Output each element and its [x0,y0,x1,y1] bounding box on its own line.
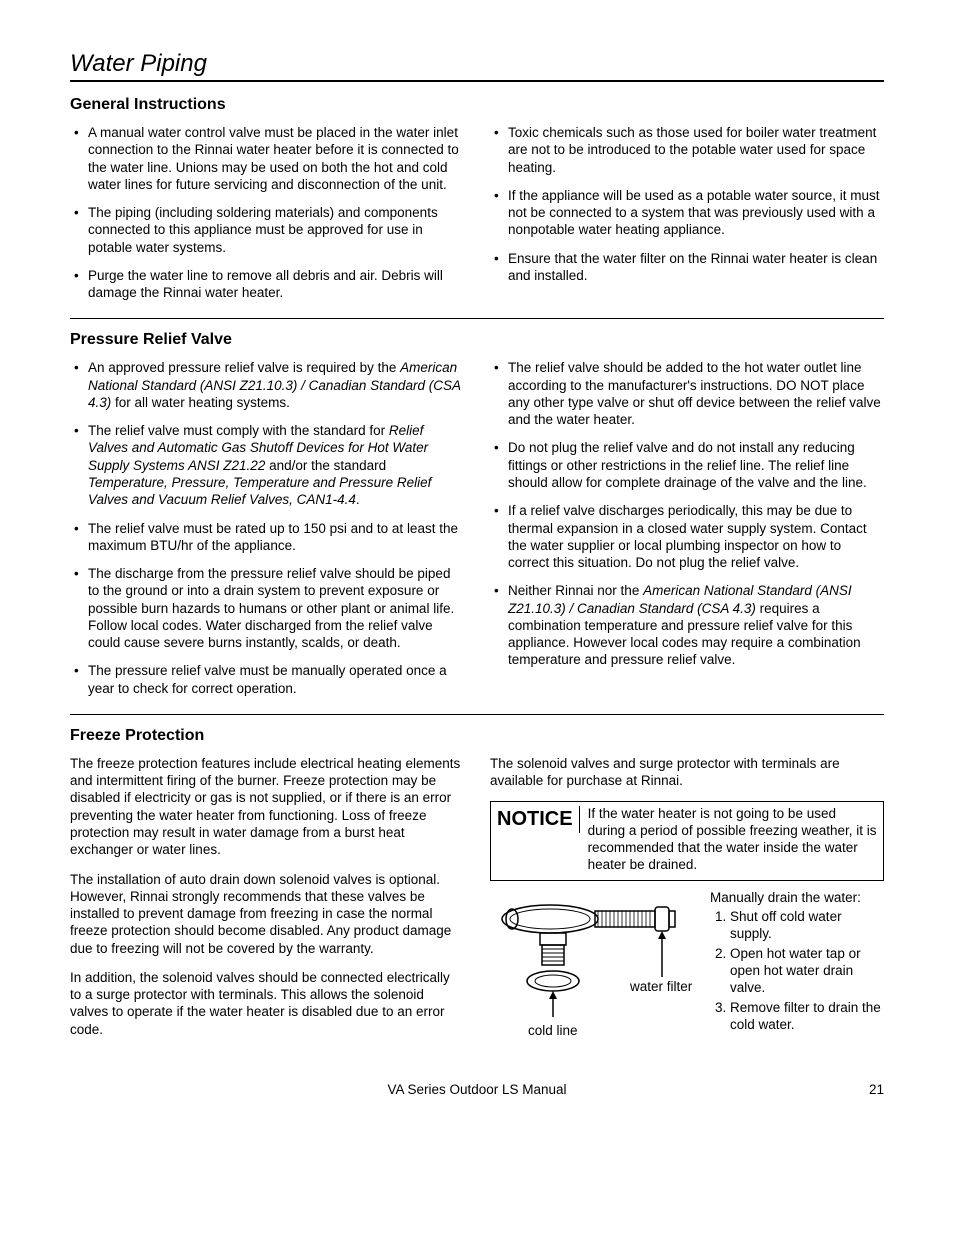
heading-freeze: Freeze Protection [70,727,884,745]
text: for all water heating systems. [111,395,290,410]
valve-diagram: cold line water filter [490,889,700,1054]
list-item: Toxic chemicals such as those used for b… [508,124,884,176]
paragraph: The solenoid valves and surge protector … [490,755,884,790]
diagram-row: cold line water filter Manually drain th… [490,889,884,1054]
list-item: Ensure that the water filter on the Rinn… [508,250,884,285]
footer-text: VA Series Outdoor LS Manual [387,1082,566,1097]
paragraph: The installation of auto drain down sole… [70,871,464,957]
section-general: General Instructions A manual water cont… [70,96,884,312]
text: An approved pressure relief valve is req… [88,360,400,375]
list-item: The piping (including soldering material… [88,204,464,256]
page-number: 21 [869,1082,884,1097]
list-item: If the appliance will be used as a potab… [508,187,884,239]
drain-heading: Manually drain the water: [710,889,884,906]
list-item: A manual water control valve must be pla… [88,124,464,193]
divider [70,714,884,715]
notice-text: If the water heater is not going to be u… [588,806,877,874]
list-item: Shut off cold water supply. [730,908,884,943]
list-item: If a relief valve discharges periodicall… [508,502,884,571]
list-item: Open hot water tap or open hot water dra… [730,945,884,997]
prv-right-list: The relief valve should be added to the … [490,359,884,668]
text: and/or the standard [265,458,386,473]
list-item: The relief valve must comply with the st… [88,422,464,508]
section-freeze: Freeze Protection The freeze protection … [70,727,884,1054]
notice-box: NOTICE If the water heater is not going … [490,801,884,881]
diag-label-filter: water filter [629,979,693,994]
text: Neither Rinnai nor the [508,583,643,598]
general-right-list: Toxic chemicals such as those used for b… [490,124,884,284]
divider [70,318,884,319]
text: The relief valve must comply with the st… [88,423,389,438]
list-item: Do not plug the relief valve and do not … [508,439,884,491]
heading-general: General Instructions [70,96,884,114]
paragraph: In addition, the solenoid valves should … [70,969,464,1038]
paragraph: The freeze protection features include e… [70,755,464,859]
list-item: Purge the water line to remove all debri… [88,267,464,302]
list-item: Neither Rinnai nor the American National… [508,582,884,668]
list-item: The relief valve must be rated up to 150… [88,520,464,555]
text-italic: Temperature, Pressure, Temperature and P… [88,475,431,507]
list-item: The relief valve should be added to the … [508,359,884,428]
page-title: Water Piping [70,50,884,82]
general-left-list: A manual water control valve must be pla… [70,124,464,301]
prv-left-list: An approved pressure relief valve is req… [70,359,464,697]
diag-label-cold: cold line [528,1023,578,1038]
list-item: The pressure relief valve must be manual… [88,662,464,697]
list-item: Remove filter to drain the cold water. [730,999,884,1034]
footer: VA Series Outdoor LS Manual 21 [70,1082,884,1097]
heading-prv: Pressure Relief Valve [70,331,884,349]
list-item: The discharge from the pressure relief v… [88,565,464,651]
notice-label: NOTICE [497,806,580,833]
drain-instructions: Manually drain the water: Shut off cold … [710,889,884,1035]
list-item: An approved pressure relief valve is req… [88,359,464,411]
text: . [356,492,360,507]
drain-steps: Shut off cold water supply. Open hot wat… [710,908,884,1033]
section-prv: Pressure Relief Valve An approved pressu… [70,331,884,708]
